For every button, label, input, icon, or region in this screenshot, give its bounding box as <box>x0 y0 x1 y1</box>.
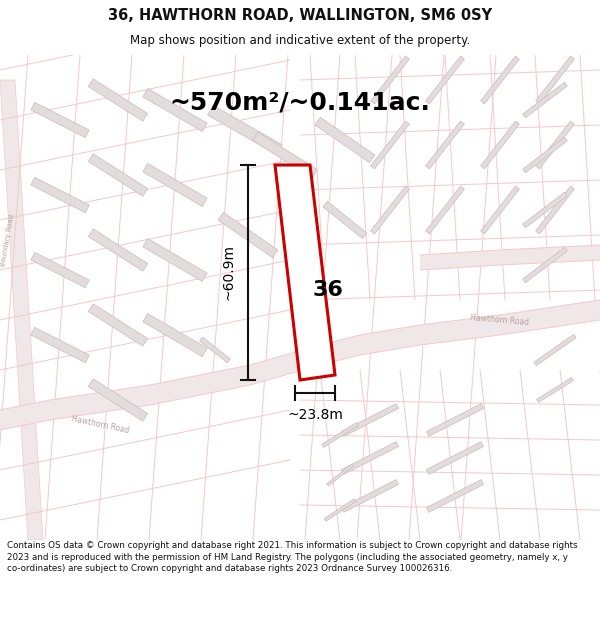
Polygon shape <box>88 154 148 196</box>
Polygon shape <box>143 164 207 206</box>
Polygon shape <box>88 379 148 421</box>
Polygon shape <box>536 56 574 104</box>
Polygon shape <box>523 138 568 172</box>
Polygon shape <box>0 80 43 540</box>
Polygon shape <box>481 56 520 104</box>
Text: Hawthorn Road: Hawthorn Road <box>70 414 130 436</box>
Polygon shape <box>341 442 398 474</box>
Text: ~23.8m: ~23.8m <box>287 408 343 422</box>
Polygon shape <box>143 314 207 356</box>
Text: Map shows position and indicative extent of the property.: Map shows position and indicative extent… <box>130 34 470 47</box>
Polygon shape <box>536 121 574 169</box>
Text: 36, HAWTHORN ROAD, WALLINGTON, SM6 0SY: 36, HAWTHORN ROAD, WALLINGTON, SM6 0SY <box>108 8 492 23</box>
Polygon shape <box>322 422 358 447</box>
Polygon shape <box>326 464 353 486</box>
Polygon shape <box>371 186 409 234</box>
Polygon shape <box>420 245 600 270</box>
Text: ~60.9m: ~60.9m <box>222 244 236 301</box>
Polygon shape <box>523 248 568 282</box>
Polygon shape <box>371 121 409 169</box>
Polygon shape <box>534 334 576 366</box>
Polygon shape <box>253 132 317 178</box>
Polygon shape <box>523 192 568 228</box>
Text: 36: 36 <box>313 280 343 300</box>
Polygon shape <box>143 89 207 131</box>
Polygon shape <box>536 378 574 402</box>
Polygon shape <box>425 56 464 104</box>
Polygon shape <box>88 79 148 121</box>
Polygon shape <box>31 102 89 138</box>
Polygon shape <box>481 121 520 169</box>
Polygon shape <box>536 186 574 234</box>
Text: Contains OS data © Crown copyright and database right 2021. This information is : Contains OS data © Crown copyright and d… <box>7 541 578 574</box>
Polygon shape <box>371 56 409 104</box>
Polygon shape <box>208 106 283 154</box>
Polygon shape <box>31 328 89 362</box>
Polygon shape <box>523 82 568 118</box>
Polygon shape <box>31 177 89 212</box>
Polygon shape <box>143 239 207 281</box>
Polygon shape <box>315 118 375 162</box>
Polygon shape <box>275 165 335 380</box>
Polygon shape <box>323 201 367 239</box>
Polygon shape <box>218 213 278 258</box>
Polygon shape <box>425 121 464 169</box>
Polygon shape <box>88 229 148 271</box>
Polygon shape <box>31 253 89 288</box>
Polygon shape <box>427 479 484 512</box>
Polygon shape <box>341 479 398 512</box>
Polygon shape <box>425 186 464 234</box>
Polygon shape <box>481 186 520 234</box>
Polygon shape <box>0 300 600 430</box>
Polygon shape <box>427 442 484 474</box>
Polygon shape <box>200 337 230 363</box>
Polygon shape <box>427 404 484 436</box>
Polygon shape <box>324 499 356 521</box>
Text: Boundary Road: Boundary Road <box>1 213 16 267</box>
Text: Hawthorn Road: Hawthorn Road <box>470 313 530 327</box>
Text: ~570m²/~0.141ac.: ~570m²/~0.141ac. <box>170 90 430 114</box>
Polygon shape <box>341 404 398 436</box>
Polygon shape <box>88 304 148 346</box>
